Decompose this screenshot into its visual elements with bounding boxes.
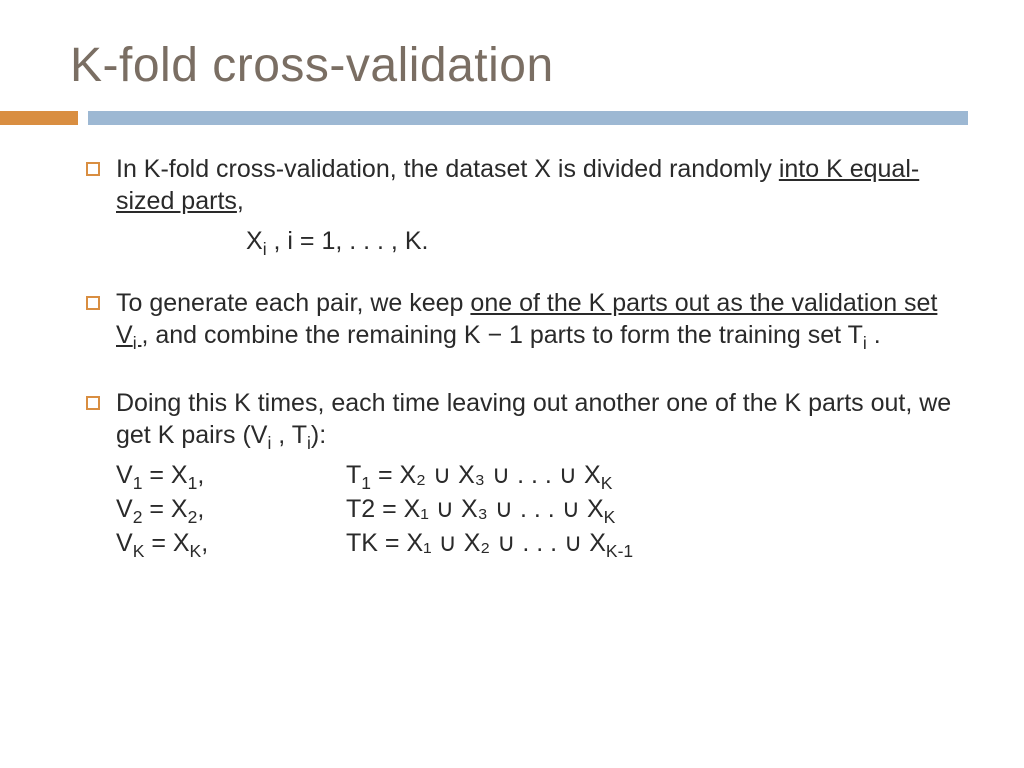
text-post: ): [311, 421, 326, 449]
eq-sub: 2 [133, 507, 143, 527]
formula-lhs: X [246, 227, 263, 255]
divider-main [88, 111, 968, 125]
text-pre: Doing this K times, each time leaving ou… [116, 389, 951, 449]
eq-sub2: 1 [188, 473, 198, 493]
eq-rsubend: K [601, 473, 613, 493]
equation-lhs: V2 = X2, [116, 493, 346, 525]
text-post2: . [867, 321, 881, 349]
bullet-item: In K-fold cross-validation, the dataset … [86, 153, 954, 217]
divider [0, 111, 968, 125]
eq-rsym: T [346, 461, 361, 489]
eq-sub: 1 [133, 473, 143, 493]
divider-gap [78, 111, 88, 125]
eq-rsubend: K-1 [606, 541, 633, 561]
eq-eq: = X [144, 529, 189, 557]
eq-rsubend: K [604, 507, 616, 527]
equation-row: V2 = X2, T2 = X₁ ∪ X₃ ∪ . . . ∪ XK [86, 493, 954, 525]
equation-row: VK = XK, TK = X₁ ∪ X₂ ∪ . . . ∪ XK-1 [86, 527, 954, 559]
formula-line: Xi , i = 1, . . . , K. [86, 225, 954, 257]
eq-rsym: T2 [346, 495, 375, 523]
equation-row: V1 = X1, T1 = X₂ ∪ X₃ ∪ . . . ∪ XK [86, 459, 954, 491]
text-pre: To generate each pair, we keep [116, 289, 470, 317]
equation-rhs: T1 = X₂ ∪ X₃ ∪ . . . ∪ XK [346, 459, 612, 491]
equation-lhs: V1 = X1, [116, 459, 346, 491]
eq-r: = X₁ ∪ X₃ ∪ . . . ∪ X [375, 495, 603, 523]
bullet-marker [86, 296, 100, 310]
bullet-item: Doing this K times, each time leaving ou… [86, 387, 954, 451]
eq-tail: , [201, 529, 208, 557]
eq-rsub: 1 [361, 473, 371, 493]
text-mid: , T [271, 421, 307, 449]
eq-tail: , [197, 495, 204, 523]
bullet-text: Doing this K times, each time leaving ou… [116, 387, 954, 451]
equation-lhs: VK = XK, [116, 527, 346, 559]
eq-sub2: 2 [188, 507, 198, 527]
bullet-marker [86, 396, 100, 410]
eq-sym: V [116, 495, 133, 523]
formula-rhs: , i = 1, . . . , K. [267, 227, 429, 255]
bullet-marker [86, 162, 100, 176]
slide-title: K-fold cross-validation [70, 38, 968, 93]
eq-tail: , [197, 461, 204, 489]
text-post1: , and combine the remaining K − 1 parts … [141, 321, 862, 349]
eq-sub2: K [190, 541, 202, 561]
spacer [86, 359, 954, 387]
eq-rsym: TK [346, 529, 378, 557]
eq-r: = X₁ ∪ X₂ ∪ . . . ∪ X [378, 529, 606, 557]
eq-sub: K [133, 541, 145, 561]
eq-sym: V [116, 461, 133, 489]
eq-eq: = X [142, 495, 187, 523]
equation-rhs: TK = X₁ ∪ X₂ ∪ . . . ∪ XK-1 [346, 527, 633, 559]
text-post: , [237, 187, 244, 215]
eq-r: = X₂ ∪ X₃ ∪ . . . ∪ X [371, 461, 601, 489]
text-pre: In K-fold cross-validation, the dataset … [116, 155, 779, 183]
eq-sym: V [116, 529, 133, 557]
bullet-text: In K-fold cross-validation, the dataset … [116, 153, 954, 217]
slide-body: In K-fold cross-validation, the dataset … [56, 153, 968, 559]
slide: K-fold cross-validation In K-fold cross-… [0, 0, 1024, 768]
bullet-item: To generate each pair, we keep one of th… [86, 287, 954, 351]
eq-eq: = X [142, 461, 187, 489]
bullet-text: To generate each pair, we keep one of th… [116, 287, 954, 351]
divider-accent [0, 111, 78, 125]
equation-rhs: T2 = X₁ ∪ X₃ ∪ . . . ∪ XK [346, 493, 615, 525]
